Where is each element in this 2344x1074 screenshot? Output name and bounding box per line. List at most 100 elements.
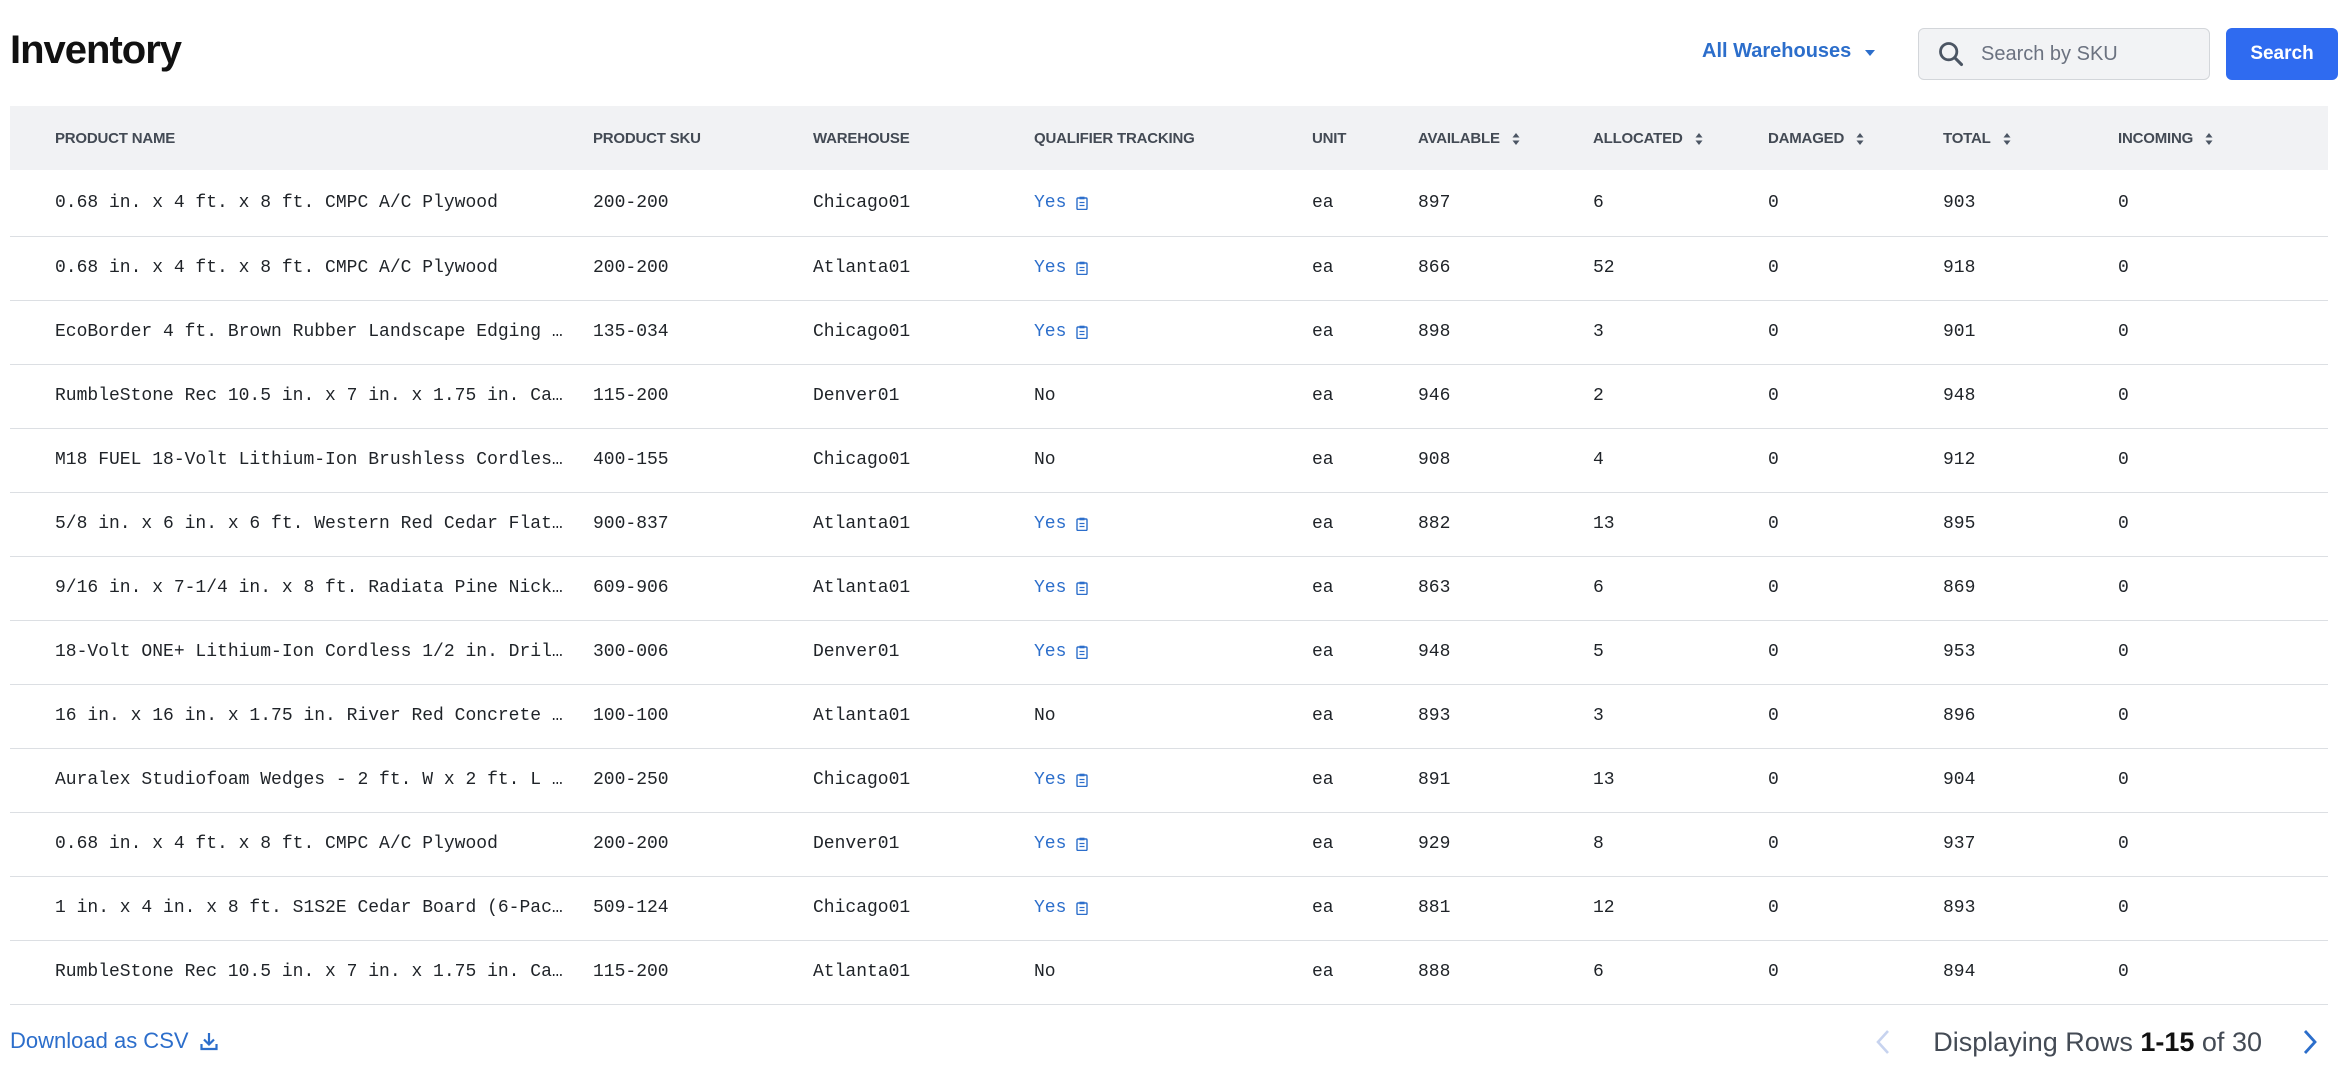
cell-total: 901 [1943,322,1976,342]
cell-allocated: 6 [1593,962,1604,982]
cell-product-name: 0.68 in. x 4 ft. x 8 ft. CMPC A/C Plywoo… [55,834,498,854]
warehouse-filter-dropdown[interactable]: All Warehouses [1702,40,1876,63]
cell-incoming: 0 [2118,514,2129,534]
cell-total: 894 [1943,962,1976,982]
pager-total: 30 [2231,1026,2262,1057]
sku-search-box[interactable] [1918,28,2210,80]
cell-qualifier-tracking: No [1034,706,1056,726]
cell-qualifier-tracking: Yes [1034,620,1312,684]
cell-product-name: RumbleStone Rec 10.5 in. x 7 in. x 1.75 … [55,386,563,406]
table-row[interactable]: 0.68 in. x 4 ft. x 8 ft. CMPC A/C Plywoo… [10,236,2328,300]
cell-allocated: 52 [1593,258,1615,278]
cell-warehouse: Chicago01 [813,770,911,790]
pagination: Displaying Rows 1-15 of 30 [1865,1022,2328,1062]
inventory-table: PRODUCT NAME PRODUCT SKU WAREHOUSE QUALIFIE… [10,106,2328,1005]
cell-unit: ea [1312,834,1334,854]
cell-available: 897 [1418,192,1451,213]
qualifier-yes-link[interactable]: Yes [1034,642,1089,662]
sort-icon [1856,132,1864,145]
cell-unit: ea [1312,578,1334,598]
cell-unit: ea [1312,706,1334,726]
cell-allocated: 6 [1593,578,1604,598]
cell-unit: ea [1312,258,1334,278]
search-icon [1939,42,1964,67]
prev-page-button[interactable] [1865,1022,1901,1062]
qualifier-yes-link[interactable]: Yes [1034,514,1089,534]
column-header-damaged[interactable]: DAMAGED [1768,106,1943,170]
cell-available: 898 [1418,322,1451,342]
cell-allocated: 4 [1593,450,1604,470]
cell-qualifier-tracking: Yes [1034,556,1312,620]
cell-warehouse: Atlanta01 [813,706,911,726]
table-row[interactable]: 0.68 in. x 4 ft. x 8 ft. CMPC A/C Plywoo… [10,812,2328,876]
cell-allocated: 3 [1593,706,1604,726]
table-row[interactable]: EcoBorder 4 ft. Brown Rubber Landscape E… [10,300,2328,364]
qualifier-yes-link[interactable]: Yes [1034,834,1089,854]
table-row[interactable]: Auralex Studiofoam Wedges - 2 ft. W x 2 … [10,748,2328,812]
cell-available: 893 [1418,706,1451,726]
cell-product-name: 5/8 in. x 6 in. x 6 ft. Western Red Ceda… [55,514,563,534]
next-page-button[interactable] [2292,1022,2328,1062]
search-button[interactable]: Search [2226,28,2338,80]
table-row[interactable]: 1 in. x 4 in. x 8 ft. S1S2E Cedar Board … [10,876,2328,940]
column-header-available[interactable]: AVAILABLE [1418,106,1593,170]
cell-warehouse: Atlanta01 [813,258,911,278]
qualifier-value: Yes [1034,192,1067,213]
cell-warehouse: Chicago01 [813,322,911,342]
qualifier-yes-link[interactable]: Yes [1034,578,1089,598]
table-row[interactable]: RumbleStone Rec 10.5 in. x 7 in. x 1.75 … [10,940,2328,1004]
qualifier-yes-link[interactable]: Yes [1034,770,1089,790]
column-header-label: INCOMING [2118,129,2194,147]
cell-total: 869 [1943,578,1976,598]
qualifier-yes-link[interactable]: Yes [1034,898,1089,918]
pager-of: of [2201,1026,2225,1057]
table-row[interactable]: 9/16 in. x 7-1/4 in. x 8 ft. Radiata Pin… [10,556,2328,620]
qualifier-value: Yes [1034,642,1067,662]
cell-incoming: 0 [2118,642,2129,662]
cell-warehouse: Denver01 [813,386,900,406]
clipboard-icon [1076,837,1089,851]
qualifier-value: Yes [1034,514,1067,534]
cell-allocated: 13 [1593,770,1615,790]
sku-search-input[interactable] [1979,41,2183,67]
column-header-incoming[interactable]: INCOMING [2118,106,2328,170]
table-row[interactable]: 0.68 in. x 4 ft. x 8 ft. CMPC A/C Plywoo… [10,170,2328,236]
column-header-total[interactable]: TOTAL [1943,106,2118,170]
qualifier-yes-link[interactable]: Yes [1034,192,1089,213]
column-header-product-name: PRODUCT NAME [10,106,593,170]
qualifier-yes-link[interactable]: Yes [1034,258,1089,278]
clipboard-icon [1076,645,1089,659]
table-row[interactable]: 16 in. x 16 in. x 1.75 in. River Red Con… [10,684,2328,748]
qualifier-yes-link[interactable]: Yes [1034,322,1089,342]
column-header-label: DAMAGED [1768,129,1845,147]
cell-incoming: 0 [2118,962,2129,982]
cell-product-name: M18 FUEL 18-Volt Lithium-Ion Brushless C… [55,450,563,470]
column-header-allocated[interactable]: ALLOCATED [1593,106,1768,170]
table-row[interactable]: 18-Volt ONE+ Lithium-Ion Cordless 1/2 in… [10,620,2328,684]
download-csv-link[interactable]: Download as CSV [10,1028,219,1054]
page-title: Inventory [10,28,182,72]
cell-incoming: 0 [2118,322,2129,342]
table-row[interactable]: RumbleStone Rec 10.5 in. x 7 in. x 1.75 … [10,364,2328,428]
cell-warehouse: Chicago01 [813,192,911,213]
cell-total: 903 [1943,192,1976,213]
cell-damaged: 0 [1768,258,1779,278]
qualifier-value: Yes [1034,258,1067,278]
table-row[interactable]: M18 FUEL 18-Volt Lithium-Ion Brushless C… [10,428,2328,492]
cell-available: 929 [1418,834,1451,854]
column-header-label: UNIT [1312,129,1347,147]
cell-product-sku: 200-200 [593,834,669,854]
clipboard-icon [1076,517,1089,531]
column-header-label: AVAILABLE [1418,129,1500,147]
cell-damaged: 0 [1768,514,1779,534]
table-row[interactable]: 5/8 in. x 6 in. x 6 ft. Western Red Ceda… [10,492,2328,556]
cell-unit: ea [1312,962,1334,982]
clipboard-icon [1076,581,1089,595]
cell-damaged: 0 [1768,450,1779,470]
cell-unit: ea [1312,450,1334,470]
cell-product-name: 1 in. x 4 in. x 8 ft. S1S2E Cedar Board … [55,898,563,918]
cell-damaged: 0 [1768,706,1779,726]
download-icon [199,1033,218,1051]
cell-damaged: 0 [1768,962,1779,982]
cell-allocated: 12 [1593,898,1615,918]
